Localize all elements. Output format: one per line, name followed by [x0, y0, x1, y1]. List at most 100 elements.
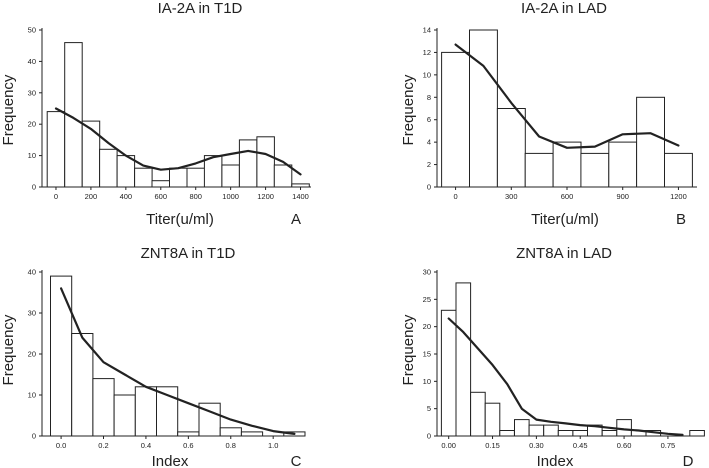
y-tick-label: 40 — [28, 57, 36, 66]
chart-title: IA-2A in LAD — [521, 0, 607, 17]
y-tick-label: 6 — [427, 115, 431, 124]
x-tick-label: 1.0 — [268, 441, 278, 450]
histogram-bar — [169, 167, 188, 188]
y-tick-label: 30 — [28, 309, 36, 318]
x-tick-label: 1400 — [292, 192, 309, 201]
x-tick-label: 800 — [189, 192, 202, 201]
trend-line — [447, 317, 684, 436]
chart-ia2a-t1d: IA-2A in T1D Frequency Titer(u/ml) A 0 10… — [0, 0, 311, 228]
chart-title: IA-2A in T1D — [158, 0, 243, 17]
x-tick-label: 0.0 — [56, 441, 66, 450]
chart-title: ZNT8A in LAD — [516, 245, 612, 262]
histogram-bar — [92, 378, 115, 437]
y-tick-label: 14 — [423, 26, 431, 35]
chart-title: ZNT8A in T1D — [141, 245, 236, 262]
histogram-bar — [99, 148, 118, 188]
y-tick-label: 4 — [427, 138, 431, 147]
y-tick-label: 30 — [423, 268, 431, 277]
histogram-bar — [134, 167, 153, 188]
y-tick-label: 20 — [423, 322, 431, 331]
x-tick-label: 400 — [120, 192, 133, 201]
panel-letter: D — [683, 453, 694, 468]
y-tick-label: 10 — [423, 70, 431, 79]
x-tick-label: 0.4 — [141, 441, 151, 450]
histogram-bar — [240, 431, 264, 437]
histogram-bar — [496, 108, 526, 188]
y-tick-label: 10 — [423, 377, 431, 386]
histogram-bar — [514, 419, 530, 437]
x-axis-label: Titer(u/ml) — [146, 211, 214, 228]
histogram-bar — [440, 309, 457, 437]
y-tick-label: 10 — [28, 391, 36, 400]
histogram-bar — [186, 167, 205, 188]
y-tick-label: 30 — [28, 88, 36, 97]
y-tick-label: 15 — [423, 350, 431, 359]
chart-znt8a-lad: ZNT8A in LAD Frequency Index D 0 5 10 15 20 2… — [400, 245, 705, 468]
histogram-bar — [113, 394, 136, 437]
y-tick-label: 20 — [28, 350, 36, 359]
histogram-bar — [557, 430, 574, 437]
x-tick-label: 0.60 — [617, 441, 632, 450]
y-tick-label: 0 — [427, 183, 431, 192]
y-tick-label: 12 — [423, 48, 431, 57]
histogram-bar — [50, 275, 73, 437]
panel-letter: A — [291, 211, 301, 228]
histogram-bar — [572, 430, 589, 437]
x-tick-label: 900 — [616, 192, 629, 201]
x-tick-label: 0.45 — [573, 441, 588, 450]
x-tick-label: 600 — [155, 192, 168, 201]
y-axis-label: Frequency — [0, 314, 17, 385]
panel-letter: C — [291, 453, 302, 468]
y-tick-label: 0 — [32, 183, 36, 192]
histogram-bar — [636, 96, 665, 188]
x-axis-label: Index — [152, 453, 189, 468]
y-tick-label: 0 — [427, 432, 431, 441]
histogram-bar — [455, 282, 472, 437]
histogram-bar — [484, 402, 501, 437]
x-tick-label: 1200 — [670, 192, 687, 201]
histogram-bar — [601, 430, 618, 437]
x-tick-label: 0.15 — [485, 441, 500, 450]
y-axis-label: Frequency — [0, 74, 17, 145]
histogram-bar — [71, 333, 94, 437]
histogram-bar — [177, 431, 200, 437]
histogram-bar — [499, 430, 515, 437]
y-axis-label: Frequency — [400, 74, 417, 145]
y-tick-label: 25 — [423, 295, 431, 304]
histogram-bar — [469, 29, 498, 188]
x-tick-label: 0.30 — [529, 441, 544, 450]
histogram-bar — [46, 111, 66, 188]
histogram-bar — [151, 180, 170, 188]
histogram-bar — [470, 391, 486, 437]
x-tick-label: 600 — [561, 192, 574, 201]
histogram-bar — [608, 141, 638, 188]
histogram-bar — [664, 152, 693, 188]
trend-line — [454, 43, 680, 149]
y-tick-label: 40 — [28, 268, 36, 277]
chart-znt8a-t1d: ZNT8A in T1D Frequency Index C 0 10 20 30 40… — [0, 245, 306, 468]
x-tick-label: 0 — [453, 192, 457, 201]
x-tick-label: 0.00 — [441, 441, 456, 450]
y-tick-label: 5 — [427, 404, 431, 413]
trend-line — [59, 287, 296, 435]
histogram-bar — [552, 141, 582, 188]
x-axis-label: Titer(u/ml) — [531, 211, 599, 228]
histogram-bar — [219, 427, 242, 437]
histogram-bar — [81, 120, 101, 188]
histogram-bar — [221, 164, 240, 188]
x-tick-label: 0.8 — [226, 441, 236, 450]
y-tick-label: 20 — [28, 120, 36, 129]
histogram-bar — [134, 386, 158, 437]
panel-letter: B — [676, 211, 686, 228]
histogram-bar — [528, 424, 545, 437]
histogram-bar — [238, 139, 258, 188]
x-tick-label: 1000 — [222, 192, 239, 201]
x-tick-label: 300 — [505, 192, 518, 201]
histogram-bar — [273, 164, 293, 188]
histogram-bar — [524, 152, 554, 188]
trend-line — [54, 107, 302, 176]
x-axis-label: Index — [537, 453, 574, 468]
histogram-bar — [256, 136, 275, 188]
x-tick-label: 200 — [85, 192, 98, 201]
